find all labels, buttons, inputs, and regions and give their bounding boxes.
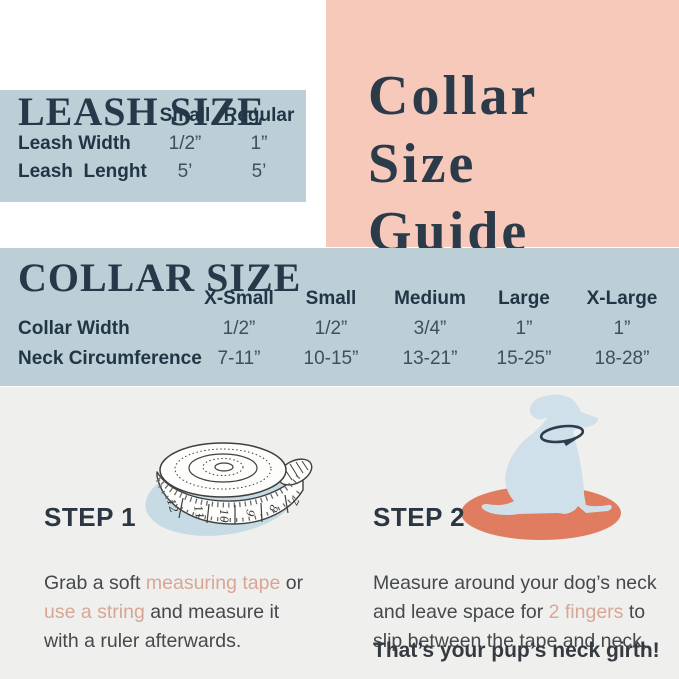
table-value: 1” (250, 133, 268, 154)
tape-roll-center (214, 462, 234, 472)
row-label-leash-length: Leash Lenght (18, 161, 147, 182)
leash-size-heading: LEASH SIZE (18, 89, 265, 135)
step2-text-part: to slip between the tape and neck. (373, 600, 648, 652)
tape-number: 8 (266, 503, 281, 514)
step2-instructions: Measure around your dog’s neck and leave… (373, 569, 675, 656)
row-label-collar-width: Collar Width (18, 318, 130, 339)
column-header-medium: Medium (394, 288, 466, 309)
hero-panel: Collar Size Guide (326, 0, 679, 263)
tape-roll-ring (202, 458, 244, 476)
table-value: 13-21” (402, 348, 458, 369)
step2-footer-note: That’s your pup’s neck girth! (373, 639, 660, 662)
table-value: 10-15” (303, 348, 359, 369)
table-value: 1” (613, 318, 631, 339)
column-header-large: Large (498, 288, 550, 309)
step1-instructions: Grab a soft measuring tape or use a stri… (44, 569, 308, 656)
tape-segment-dividers (178, 494, 289, 524)
column-header-small: Small (305, 288, 357, 309)
collar-size-table-panel (0, 248, 679, 386)
dog-silhouette (481, 394, 612, 515)
step1-text-part: or (280, 571, 304, 594)
page-title-line: Collar (368, 64, 539, 127)
collar-size-table: X-Small Small Medium Large X-Large Colla… (18, 287, 669, 371)
column-header-x-small: X-Small (204, 288, 274, 309)
step1-heading: STEP 1 (44, 502, 137, 532)
column-header-x-large: X-Large (586, 288, 658, 309)
table-value: 1/2” (168, 133, 202, 154)
tape-number: 10 (217, 509, 230, 523)
step2-accent-2-fingers: 2 fingers (548, 600, 624, 623)
tape-number: 12 (164, 497, 180, 514)
step1-accent-measuring-tape: measuring tape (145, 571, 281, 594)
page-title-line: Size (368, 132, 477, 195)
leash-size-table: Small Regular Leash Width 1/2” 1” Leash … (18, 104, 298, 184)
collar-direction-arrow-icon (563, 439, 576, 446)
column-header-small: Small (159, 105, 211, 126)
step1-text-part: Grab a soft (44, 571, 146, 594)
page-title: Collar Size Guide (326, 38, 679, 266)
tape-number: 11 (191, 504, 206, 520)
collar-ring-icon (539, 424, 585, 444)
leash-size-table-panel (0, 90, 306, 202)
empty-cell (18, 287, 203, 311)
tape-number: 9 (243, 509, 257, 518)
table-value: 15-25” (496, 348, 552, 369)
column-header-regular: Regular (223, 105, 295, 126)
step2-text-part: Measure around your dog’s neck and leave… (373, 571, 657, 623)
row-label-leash-width: Leash Width (18, 133, 131, 154)
table-value: 18-28” (594, 348, 650, 369)
tape-roll-ring (174, 448, 272, 490)
table-value: 5’ (177, 161, 193, 182)
row-label-neck-circumference: Neck Circumference (18, 348, 202, 369)
step1-text-part: and measure it with a ruler afterwards. (44, 600, 280, 652)
table-value: 1” (515, 318, 533, 339)
measuring-tape-icon: 12 11 10 9 8 7 (145, 442, 313, 536)
sitting-dog-icon (461, 394, 621, 540)
empty-cell (18, 104, 150, 128)
collar-size-heading: COLLAR SIZE (18, 255, 302, 301)
step2-heading: STEP 2 (373, 502, 466, 532)
table-value: 1/2” (222, 318, 256, 339)
table-value: 1/2” (314, 318, 348, 339)
tape-end-hatching (283, 460, 309, 481)
table-value: 5’ (251, 161, 267, 182)
table-value: 7-11” (217, 348, 261, 369)
step1-accent-use-a-string: use a string (44, 600, 145, 623)
table-value: 3/4” (413, 318, 447, 339)
